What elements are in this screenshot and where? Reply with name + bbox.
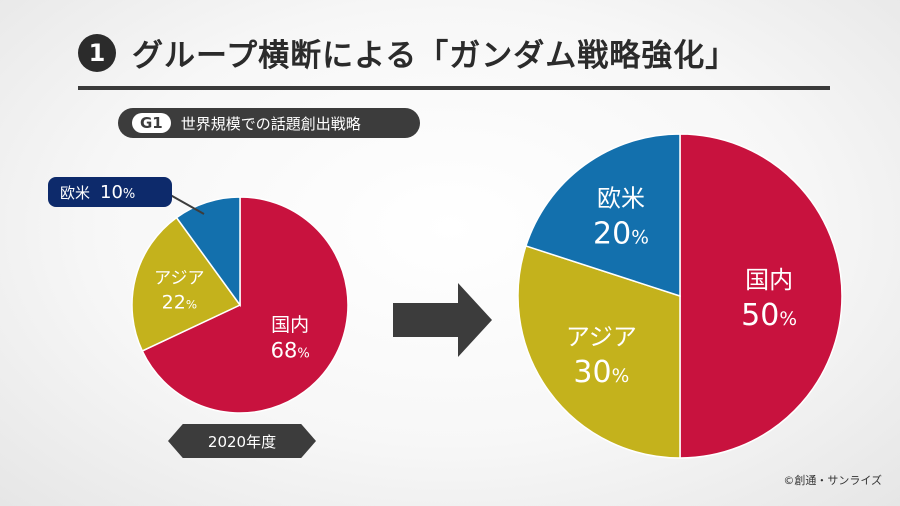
title-number-badge: 1	[78, 33, 116, 72]
title-row: 1 グループ横断による「ガンダム戦略強化」	[78, 30, 737, 75]
slice-label-1: アジア	[154, 268, 204, 288]
pie-slice-1	[517, 244, 681, 459]
slice-label-2: 欧米	[597, 185, 645, 213]
year-tag: 2020年度	[168, 424, 316, 458]
callout-label: 欧米 10%	[60, 182, 135, 203]
slice-value-1: 22%	[162, 292, 197, 314]
slice-label-1: アジア	[566, 323, 637, 351]
page-title: グループ横断による「ガンダム戦略強化」	[132, 38, 738, 74]
slice-unit-0: %	[779, 309, 797, 330]
subtitle-text: 世界規模での話題創出戦略	[180, 114, 361, 133]
slice-unit-2: %	[631, 228, 649, 249]
pie-slice-0	[679, 133, 843, 459]
copyright-text: ©創通・サンライズ	[783, 474, 882, 487]
slice-label-0: 国内	[271, 314, 309, 336]
slice-unit-1: %	[186, 298, 197, 312]
europe-callout: 欧米 10%	[48, 177, 205, 215]
callout-unit: %	[123, 187, 135, 202]
right-arrow-icon	[393, 283, 492, 357]
pie-slice-2	[175, 196, 241, 308]
title-divider	[78, 86, 830, 90]
pie-slice-0	[141, 196, 349, 414]
callout-value: 10	[100, 182, 123, 203]
callout-category: 欧米	[60, 184, 90, 202]
subtitle-pill: G1 世界規模での話題創出戦略	[118, 108, 420, 138]
slice-unit-1: %	[612, 366, 630, 387]
slice-label-0: 国内	[745, 266, 793, 294]
slice-unit-0: %	[297, 347, 309, 362]
subtitle-code: G1	[132, 113, 171, 133]
pie-slice-2	[524, 133, 681, 298]
callout-box	[48, 177, 172, 207]
pie-slice-1	[131, 216, 242, 352]
